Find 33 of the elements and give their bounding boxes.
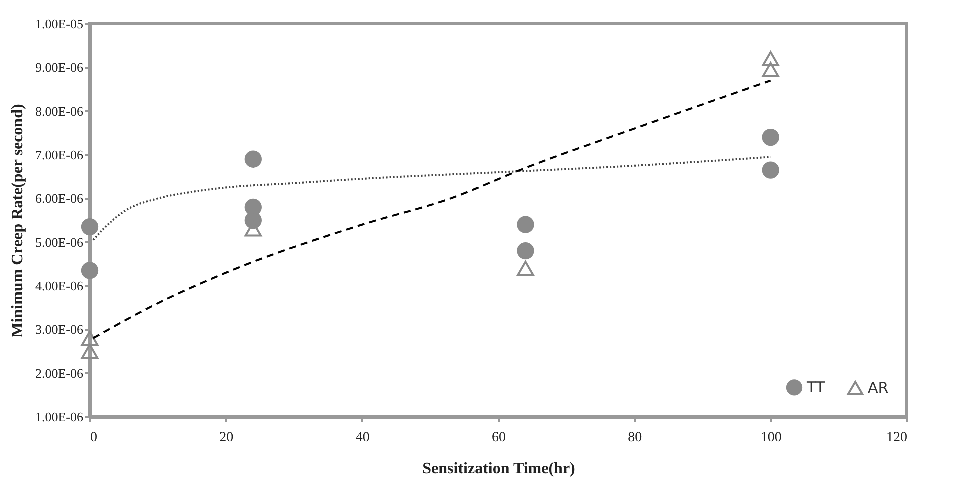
x-tick-label: 40 [356,430,370,446]
point [762,62,780,78]
legend-label: AR [868,379,889,398]
point [244,150,262,168]
y-axis-title: Minimum Creep Rate(per second) [9,104,26,338]
y-tick-label: 6.00E-06 [35,191,84,206]
y-tick-label: 7.00E-06 [35,148,84,162]
point [762,162,780,179]
point [81,262,99,280]
y-tick-label: 3.00E-06 [35,322,84,338]
point [762,51,780,66]
x-tick-label: 100 [760,430,782,446]
x-tick-label: 120 [886,430,908,446]
x-tick-label: 20 [220,430,234,446]
point [517,242,534,260]
y-tick-label: 2.00E-06 [35,366,84,381]
x-tick-label: 60 [492,430,506,446]
point [762,128,780,146]
x-axis-title: Sensitization Time(hr) [422,460,576,478]
y-tick-label: 5.00E-06 [35,234,84,250]
point [517,216,534,234]
y-tick-label: 8.00E-06 [35,104,84,119]
point [81,218,99,236]
x-tick-label: 80 [628,430,642,446]
y-tick-label: 1.00E-06 [35,410,84,424]
legend-label: TT [806,378,826,397]
line-series [92,156,772,242]
x-tick-label: 0 [90,430,98,446]
y-tick-label: 1.00E-05 [35,16,84,32]
y-tick-label: 4.00E-06 [35,278,84,294]
point [81,344,99,360]
point [517,260,534,276]
y-tick-label: 9.00E-06 [35,60,84,76]
